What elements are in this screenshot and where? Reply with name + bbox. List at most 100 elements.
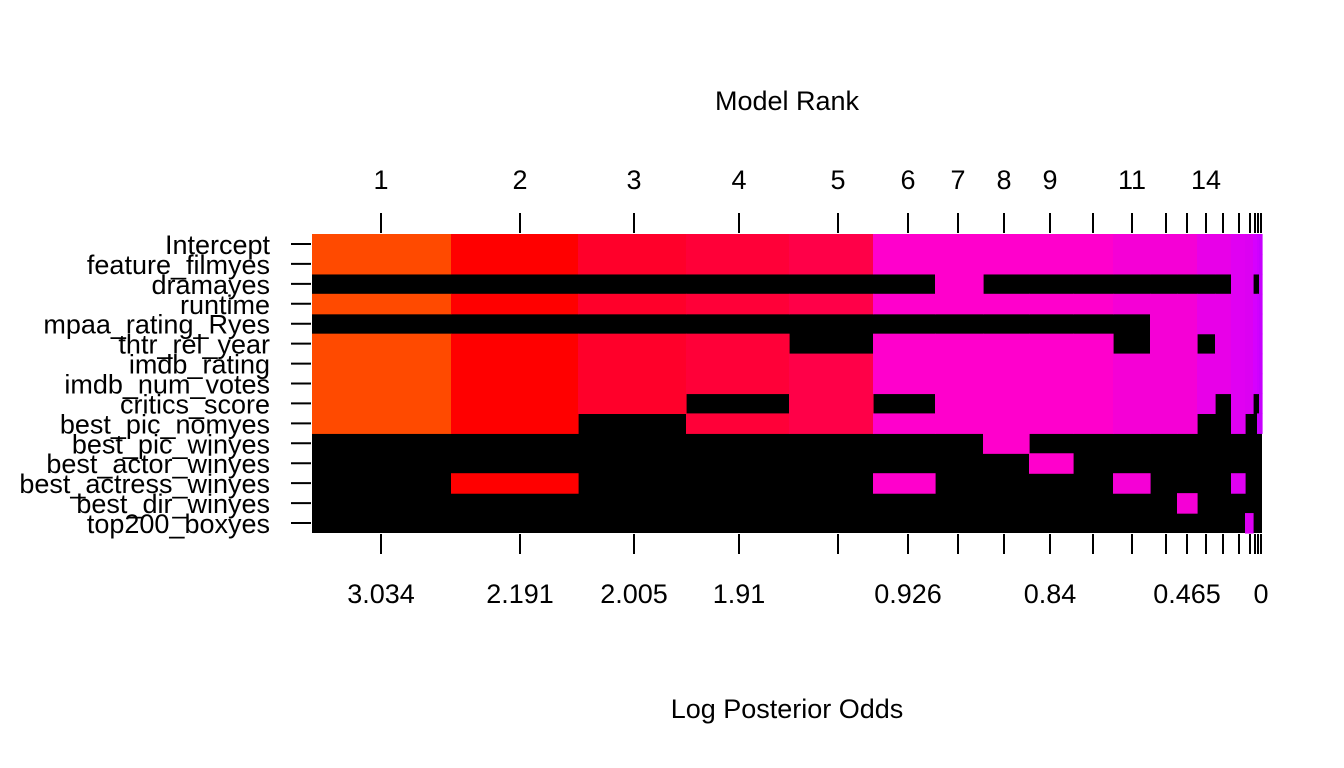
cell-model-19-imdb_num_votes [1257,373,1260,395]
cell-model-2-imdb_num_votes [451,373,579,395]
cell-model-7-best_pic_nomyes [935,413,984,434]
cell-model-5-Intercept [789,234,874,255]
cell-model-16-critics_score [1231,393,1246,414]
cell-model-18-Intercept [1253,234,1258,255]
top-tick-label-5: 5 [830,165,845,195]
top-tick-label-1: 1 [373,165,388,195]
cell-model-7-imdb_num_votes [935,373,984,395]
cell-model-13-imdb_rating [1177,353,1198,375]
cell-model-11-imdb_num_votes [1113,373,1151,395]
cell-model-10-imdb_num_votes [1073,373,1114,395]
cell-model-1-feature_filmyes [312,253,452,275]
cell-model-1-critics_score [312,393,452,414]
cell-model-9-imdb_num_votes [1029,373,1074,395]
cell-model-12-imdb_num_votes [1150,373,1178,395]
cell-model-13-best_pic_nomyes [1177,413,1198,434]
cell-model-10-best_pic_nomyes [1073,413,1114,434]
cell-model-11-imdb_rating [1113,353,1151,375]
cell-model-13-runtime [1177,293,1198,315]
cell-model-6-best_pic_nomyes [873,413,936,434]
variable-label-best_actress_winyes: best_actress_winyes [19,469,270,499]
cell-model-19-mpaa_rating_Ryes [1257,313,1260,335]
cell-model-8-critics_score [983,393,1030,414]
cell-model-5-critics_score [789,393,874,414]
cell-model-1-imdb_num_votes [312,373,452,395]
cell-model-20-runtime [1259,293,1263,315]
cell-model-19-imdb_rating [1257,353,1260,375]
variable-label-critics_score: critics_score [120,389,270,419]
variable-label-top200_boxyes: top200_boxyes [87,509,270,539]
cell-model-7-thtr_rel_year [935,333,984,355]
cell-model-1-runtime [312,293,452,315]
cell-model-16-best_pic_nomyes [1231,413,1246,434]
cell-model-5-runtime [789,293,874,315]
cell-model-1-imdb_rating [312,353,452,375]
cell-model-13-feature_filmyes [1177,253,1198,275]
cell-model-2-thtr_rel_year [451,333,579,355]
cell-model-8-runtime [983,293,1030,315]
cell-model-7-feature_filmyes [935,253,984,275]
top-tick-label-3: 3 [626,165,641,195]
cell-model-12-thtr_rel_year [1150,333,1178,355]
cell-model-1-Intercept [312,234,452,255]
cell-model-3-critics_score [578,393,687,414]
cell-model-20-feature_filmyes [1259,253,1263,275]
top-tick-label-4: 4 [731,165,746,195]
cell-model-12-mpaa_rating_Ryes [1150,313,1178,335]
cell-model-6-runtime [873,293,936,315]
cell-model-18-imdb_num_votes [1253,373,1258,395]
cell-model-10-imdb_rating [1073,353,1114,375]
cell-model-2-best_actress_winyes [451,473,579,494]
variable-label-best_dir_winyes: best_dir_winyes [76,489,270,519]
bottom-tick-label-6: 0.926 [874,579,942,609]
left-axis: Interceptfeature_filmyesdramayesruntimem… [19,230,311,539]
cell-model-1-thtr_rel_year [312,333,452,355]
cell-model-14-mpaa_rating_Ryes [1197,313,1216,335]
variable-label-best_pic_winyes: best_pic_winyes [72,429,270,459]
cell-model-6-thtr_rel_year [873,333,936,355]
cell-model-17-feature_filmyes [1245,253,1254,275]
cell-model-18-feature_filmyes [1253,253,1258,275]
cell-model-20-imdb_num_votes [1259,373,1263,395]
cell-model-2-runtime [451,293,579,315]
variable-label-imdb_num_votes: imdb_num_votes [64,370,270,400]
cell-model-14-Intercept [1197,234,1216,255]
cell-model-16-dramayes [1231,273,1246,295]
cell-model-16-Intercept [1231,234,1246,255]
cell-model-20-best_pic_nomyes [1259,413,1263,434]
cell-model-15-runtime [1215,293,1232,315]
cell-model-5-best_pic_nomyes [789,413,874,434]
cell-model-4-imdb_rating [686,353,790,375]
cell-model-8-Intercept [983,234,1030,255]
cell-model-20-dramayes [1259,273,1263,295]
cell-model-6-feature_filmyes [873,253,936,275]
cell-model-12-critics_score [1150,393,1178,414]
cell-model-8-best_pic_nomyes [983,413,1030,434]
cell-model-3-imdb_num_votes [578,373,687,395]
cell-model-10-critics_score [1073,393,1114,414]
cell-model-17-top200_boxyes [1245,513,1254,534]
bottom-tick-label-1: 3.034 [347,579,415,609]
variable-label-runtime: runtime [180,290,270,320]
cell-model-16-feature_filmyes [1231,253,1246,275]
variable-label-mpaa_rating_Ryes: mpaa_rating_Ryes [43,310,270,340]
cell-model-11-best_actress_winyes [1113,473,1151,494]
top-axis: 1 2 3 4 5 6 7 8 9 11 14 [373,165,1262,233]
cell-model-3-thtr_rel_year [578,333,687,355]
cell-model-10-runtime [1073,293,1114,315]
cell-model-11-critics_score [1113,393,1151,414]
cell-model-15-mpaa_rating_Ryes [1215,313,1232,335]
cell-model-17-imdb_num_votes [1245,373,1254,395]
cell-model-8-best_pic_winyes [983,433,1030,454]
top-tick-label-7: 7 [950,165,965,195]
cell-model-13-best_dir_winyes [1177,493,1198,514]
cell-model-2-Intercept [451,234,579,255]
cell-model-16-imdb_rating [1231,353,1246,375]
cell-model-7-dramayes [935,273,984,295]
cell-model-4-feature_filmyes [686,253,790,275]
cell-model-4-runtime [686,293,790,315]
cell-model-5-imdb_num_votes [789,373,874,395]
cell-model-9-best_actor_winyes [1029,453,1074,474]
bottom-tick-label-3: 2.005 [600,579,668,609]
bottom-tick-label-13: 0.465 [1153,579,1221,609]
